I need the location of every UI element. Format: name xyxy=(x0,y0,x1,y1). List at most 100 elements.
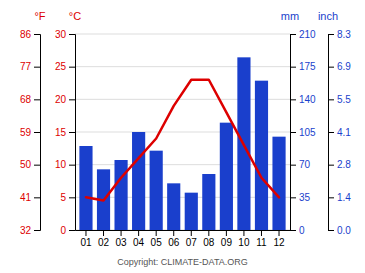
tick-label: 140 xyxy=(299,94,316,105)
tick: 210 xyxy=(290,29,316,40)
tick-mark xyxy=(226,230,227,236)
tick: 8.3 xyxy=(328,29,351,40)
tick: 10 xyxy=(238,230,250,248)
tick-label: 0 xyxy=(299,225,305,236)
tick-mark xyxy=(328,165,334,166)
tick: 15 xyxy=(55,127,75,138)
tick: 86 xyxy=(20,29,40,40)
tick-mark xyxy=(69,197,75,198)
bar xyxy=(114,160,127,230)
tick-label: 10 xyxy=(238,237,250,248)
tick-mark xyxy=(328,34,334,35)
tick-label: 11 xyxy=(256,237,267,248)
tick-label: 210 xyxy=(299,29,316,40)
tick-mark xyxy=(34,132,40,133)
tick: 12 xyxy=(273,230,285,248)
tick-mark xyxy=(34,67,40,68)
tick-label: 1.4 xyxy=(337,192,351,203)
axis-title: inch xyxy=(318,10,338,22)
tick-mark xyxy=(290,165,296,166)
tick-mark xyxy=(290,230,296,231)
tick: 02 xyxy=(98,230,110,248)
axis-line xyxy=(291,35,297,231)
tick-mark xyxy=(103,230,104,236)
plot-area xyxy=(79,57,285,230)
tick-mark xyxy=(290,34,296,35)
tick: 59 xyxy=(20,127,40,138)
tick-mark xyxy=(328,132,334,133)
tick-label: 5.5 xyxy=(337,94,351,105)
climate-chart: 0102030405060708091011120510152025303241… xyxy=(0,0,365,273)
tick-mark xyxy=(328,99,334,100)
tick-mark xyxy=(261,230,262,236)
tick-mark xyxy=(69,67,75,68)
tick: 30 xyxy=(55,29,75,40)
axis-title: mm xyxy=(281,10,299,22)
tick-mark xyxy=(328,197,334,198)
tick-label: 32 xyxy=(20,225,32,236)
tick: 50 xyxy=(20,159,40,170)
tick-label: 20 xyxy=(55,94,67,105)
tick-mark xyxy=(156,230,157,236)
tick-mark xyxy=(290,99,296,100)
tick-label: 09 xyxy=(221,237,233,248)
tick: 5.5 xyxy=(328,94,351,105)
bar xyxy=(79,146,92,230)
tick-label: 30 xyxy=(55,29,67,40)
bar xyxy=(167,183,180,230)
tick: 20 xyxy=(55,94,75,105)
tick-label: 35 xyxy=(299,192,311,203)
tick: 0 xyxy=(290,225,305,236)
tick: 105 xyxy=(290,127,316,138)
tick-label: 25 xyxy=(55,61,67,72)
tick: 05 xyxy=(151,230,163,248)
tick-mark xyxy=(69,132,75,133)
y2-axis-inch: 0.0 1.4 2.8 4.1 5.5 6.9 8.3 xyxy=(328,29,351,236)
axis-title: °F xyxy=(34,10,45,22)
tick-label: 105 xyxy=(299,127,316,138)
tick-label: 06 xyxy=(168,237,180,248)
axis-line xyxy=(329,35,335,231)
tick-mark xyxy=(243,230,244,236)
tick-mark xyxy=(69,230,75,231)
annotation: Copyright: CLIMATE-DATA.ORG xyxy=(117,257,248,267)
tick: 32 xyxy=(20,225,40,236)
tick-label: 10 xyxy=(55,159,67,170)
tick-label: 8.3 xyxy=(337,29,351,40)
axis-line xyxy=(34,35,41,231)
tick-label: 0.0 xyxy=(337,225,351,236)
bar xyxy=(220,123,233,230)
tick-label: 2.8 xyxy=(337,159,351,170)
bar xyxy=(132,132,145,230)
tick: 6.9 xyxy=(328,61,351,72)
tick-label: 175 xyxy=(299,61,316,72)
axis-line xyxy=(69,35,76,231)
tick: 08 xyxy=(203,230,215,248)
tick-label: 4.1 xyxy=(337,127,351,138)
tick-label: 12 xyxy=(273,237,285,248)
tick: 01 xyxy=(80,230,92,248)
tick-label: 04 xyxy=(133,237,145,248)
grid-line xyxy=(75,34,290,35)
tick: 175 xyxy=(290,61,316,72)
tick: 09 xyxy=(221,230,233,248)
grid-line xyxy=(75,66,290,67)
tick: 0.0 xyxy=(328,225,351,236)
temperature-line xyxy=(86,80,279,201)
tick-mark xyxy=(290,197,296,198)
tick: 04 xyxy=(133,230,145,248)
tick-label: 08 xyxy=(203,237,215,248)
tick-mark xyxy=(69,99,75,100)
bar xyxy=(202,174,215,230)
tick: 11 xyxy=(256,230,267,248)
tick-label: 02 xyxy=(98,237,110,248)
tick-mark xyxy=(85,230,86,236)
tick-label: 6.9 xyxy=(337,61,351,72)
tick-mark xyxy=(34,34,40,35)
axis-line xyxy=(76,230,291,231)
y-axis-fahrenheit: 32415059687786 xyxy=(20,29,41,236)
tick-label: 77 xyxy=(20,61,32,72)
tick-label: 70 xyxy=(299,159,311,170)
tick-mark xyxy=(121,230,122,236)
x-axis: 010203040506070809101112 xyxy=(76,230,291,248)
